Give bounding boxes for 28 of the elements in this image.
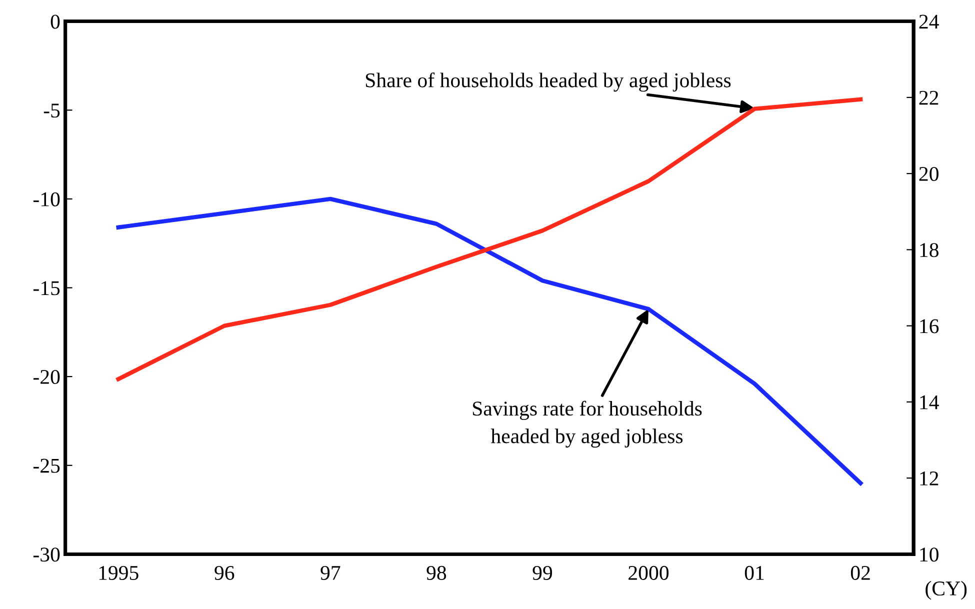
y2-tick-label: 20 — [919, 166, 938, 181]
line-series — [116, 196, 863, 486]
annotation: Share of households headed by aged jobless — [366, 72, 731, 92]
x-tick-label: 02 — [850, 566, 870, 580]
y2-tick-label: 24 — [919, 14, 939, 29]
y-tick-label: -25 — [33, 458, 60, 473]
y-tick-label: -15 — [33, 281, 60, 296]
x-tick-label: 01 — [744, 566, 764, 580]
x-tick-label: 1995 — [99, 566, 138, 580]
y2-tick-label: 22 — [919, 90, 938, 105]
x-tick-label: 98 — [426, 566, 446, 580]
x-tick-label: 2000 — [628, 566, 669, 580]
y2-tick-label: 18 — [920, 243, 938, 258]
y-tick-label: -5 — [44, 104, 60, 118]
y-tick-label: -30 — [33, 548, 60, 562]
y2-tick-label: 10 — [920, 548, 938, 562]
y-tick-label: -10 — [33, 192, 60, 206]
x-tick-label: 96 — [214, 566, 234, 580]
annotation: Savings rate for households headed by aged jobless — [472, 400, 702, 448]
y2-tick-label: 16 — [920, 319, 939, 334]
y2-tick-label: 12 — [920, 472, 938, 486]
y-tick-label: 0 — [50, 14, 60, 29]
y-tick-label: -20 — [33, 370, 60, 384]
y2-tick-label: 14 — [920, 395, 939, 410]
x-tick-label: 97 — [320, 566, 340, 580]
line-series — [116, 97, 863, 382]
x-axis-title: (CY) — [926, 580, 967, 600]
x-tick-label: 99 — [532, 566, 552, 580]
